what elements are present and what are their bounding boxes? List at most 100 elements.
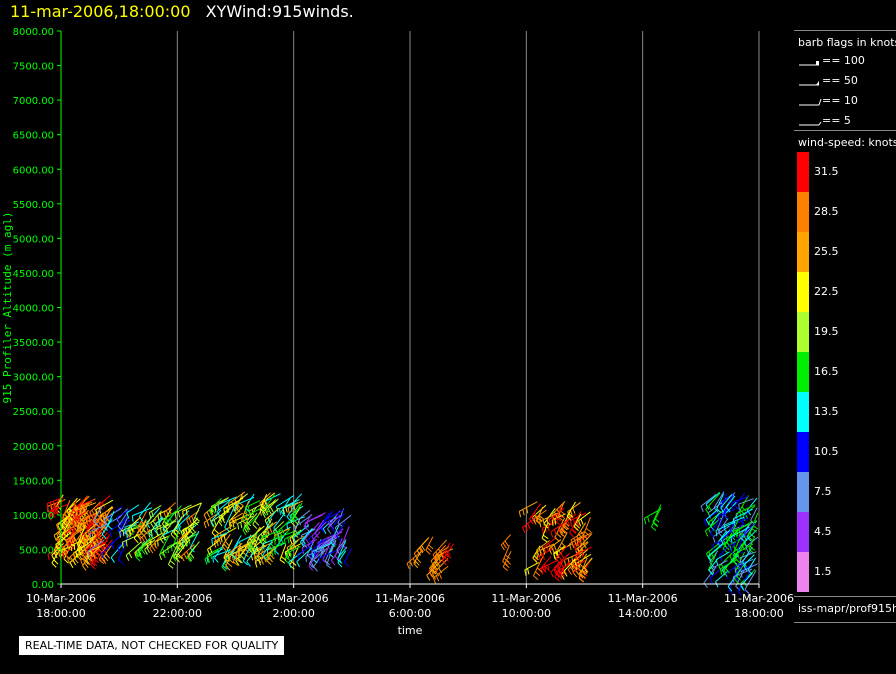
barb-feather (752, 525, 759, 530)
barb-feather (715, 559, 719, 566)
barb-feather (406, 563, 410, 570)
barb-feather (209, 547, 213, 554)
wind-barb (267, 498, 279, 515)
barb-staff (223, 497, 244, 510)
barb-feather (735, 531, 738, 538)
barb-staff (132, 507, 153, 517)
barb-feather (709, 577, 714, 584)
barb-feather (93, 558, 99, 564)
barb-feather (92, 561, 98, 567)
barb-feather (172, 530, 178, 536)
barb-feather (578, 541, 582, 548)
wind-barb (222, 548, 231, 570)
barb-feather (425, 549, 431, 555)
barb-feather (306, 521, 309, 528)
wind-barb (712, 525, 730, 543)
wind-barb (336, 540, 347, 564)
barb-staff (72, 510, 88, 522)
x-tick-label: 11-Mar-2006 (608, 592, 678, 605)
barb-staff (725, 495, 736, 508)
wind-barb (101, 545, 112, 564)
barb-feather (270, 543, 276, 549)
barb-legend-label: == 10 (822, 94, 858, 107)
barb-feather (151, 511, 154, 518)
barb-feather (78, 554, 83, 561)
barb-feather (190, 526, 195, 532)
barb-feather (734, 578, 740, 584)
barb-feather (328, 517, 331, 524)
barb-staff (705, 517, 722, 532)
barb-feather (69, 562, 74, 568)
barb-feather (182, 511, 184, 518)
barb-staff (101, 518, 113, 535)
barb-staff (314, 519, 325, 534)
barb-feather (268, 557, 274, 563)
barb-staff (203, 512, 219, 523)
barb-feather (128, 552, 133, 559)
barb-staff (319, 550, 336, 559)
wind-barb (163, 510, 177, 526)
wind-barb (283, 530, 302, 546)
wind-barb (741, 531, 752, 551)
barb-staff (567, 555, 580, 571)
barb-staff (284, 530, 302, 540)
barb-feather (554, 537, 560, 542)
barb-feather (334, 556, 341, 561)
barb-feather (261, 547, 263, 554)
barb-flag-flag50-icon (799, 81, 819, 86)
barb-feather (224, 540, 230, 547)
wind-barb (714, 570, 728, 588)
wind-barb (652, 504, 662, 527)
barb-feather (337, 559, 343, 564)
barb-feather (172, 555, 177, 562)
barb-feather (185, 535, 191, 541)
barb-feather (555, 552, 559, 559)
barb-staff (175, 540, 190, 558)
barb-feather (208, 510, 213, 516)
barb-feather (138, 552, 143, 558)
barb-feather (238, 558, 243, 564)
wind-barb (748, 535, 756, 554)
wind-barb (83, 512, 99, 525)
barb-feather (292, 513, 297, 519)
barb-feather (264, 535, 267, 543)
barb-staff (259, 493, 268, 510)
barb-feather (293, 504, 296, 511)
wind-barb (743, 554, 755, 571)
barb-feather (581, 569, 588, 575)
barb-staff (744, 522, 756, 534)
barb-feather (722, 548, 728, 554)
barb-feather (725, 538, 729, 545)
barb-feather (318, 547, 323, 554)
barb-staff (75, 502, 96, 511)
wind-barb (116, 508, 131, 523)
barb-feather (560, 510, 566, 516)
barb-staff (708, 510, 723, 523)
wind-barb (742, 546, 753, 567)
wind-barb (308, 551, 321, 571)
barb-staff (146, 532, 164, 543)
barb-staff (553, 543, 572, 554)
barb-staff (170, 517, 183, 535)
wind-barb (723, 516, 745, 531)
barb-staff (119, 519, 131, 531)
barb-staff (578, 557, 588, 579)
barb-staff (432, 565, 449, 579)
barb-feather (231, 519, 235, 526)
barb-staff (712, 560, 728, 569)
speed-label: 10.5 (814, 445, 839, 458)
legend-divider (794, 596, 896, 597)
barb-feather (446, 553, 452, 559)
barb-feather (568, 543, 572, 550)
barb-feather (90, 564, 96, 570)
product-name: XYWind:915winds. (205, 2, 354, 21)
wind-barb (550, 558, 567, 578)
barb-staff (719, 508, 728, 526)
barb-feather (117, 547, 122, 554)
barb-feather (124, 531, 129, 538)
barb-flag-barb10-icon (799, 98, 822, 106)
x-tick-label: 10-Mar-2006 (142, 592, 212, 605)
barb-feather (261, 500, 266, 507)
speed-label: 13.5 (814, 405, 839, 418)
barb-feather (149, 532, 154, 539)
